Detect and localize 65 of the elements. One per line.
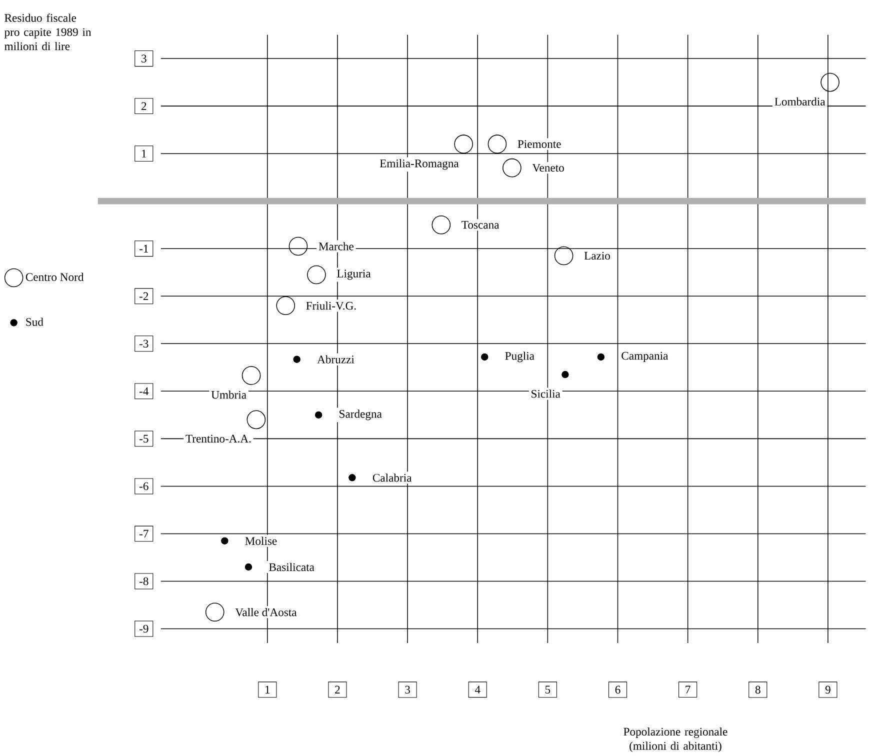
point [432,215,451,234]
y-tick-label: -4 [139,387,149,395]
point [293,356,300,363]
point [562,370,569,378]
y-tick-label: -3 [139,340,148,348]
point [288,236,308,256]
annotation: Puglia [505,351,534,362]
annotation: Lombardia [774,97,826,106]
point [246,410,266,429]
x-tick-label: 7 [686,686,690,694]
x-tick-label: 3 [405,686,410,694]
annotation: Lazio [584,252,610,260]
x-tick-label: 2 [335,686,340,694]
annotation: Marche [318,242,354,250]
y-tick-label: -5 [139,434,148,442]
point [348,474,356,482]
x-tick-label: 5 [545,686,550,694]
point [454,134,474,154]
y-tick-label: 2 [142,102,146,110]
annotation: Calabria [372,473,412,482]
point [307,265,326,284]
point [488,134,507,154]
y-tick-label: 3 [142,54,146,62]
annotation: Liguria [337,269,371,280]
x-axis-title: Popolazione regionale (milioni di abitanti) [624,727,728,752]
point [554,246,574,265]
annotation: Friuli-V.G. [306,301,356,310]
legend-label: Centro Nord [26,272,84,281]
annotation: Sicilia [532,389,560,398]
point [276,296,296,315]
point [481,353,488,360]
y-tick-label: -6 [139,482,148,490]
annotation: Basilicata [269,562,314,571]
annotation: Campania [622,352,668,362]
x-tick-label: 4 [474,686,480,694]
y-axis-title: Residuo fiscale pro capite 1989 in milioni di lire [4,13,92,50]
y-tick-label: -2 [139,292,148,300]
y-tick-label: -8 [139,577,148,585]
x-tick-label: 9 [825,686,830,694]
y-tick-label: -1 [139,244,148,252]
annotation: Trentino-A.A. [186,434,251,442]
point [820,72,840,92]
point [314,411,322,418]
annotation: Molise [245,536,277,545]
annotation: Veneto [532,164,564,172]
legend-label: Sud [26,318,44,326]
point [597,353,605,360]
x-tick-label: 6 [615,686,620,694]
annotation: Umbria [211,390,246,399]
point [221,537,228,544]
x-tick-label: 1 [266,686,270,694]
annotation: Sardegna [340,409,382,420]
point [244,563,252,570]
point [242,366,261,385]
annotation: Piemonte [518,140,561,148]
point [502,158,522,178]
y-tick-label: -9 [139,624,148,632]
y-tick-label: -7 [139,530,148,538]
x-tick-label: 8 [755,686,760,694]
y-tick-label: 1 [142,150,146,158]
annotation: Valle d'Aosta [235,608,297,616]
annotation: Emilia-Romagna [380,158,459,170]
annotation: Toscana [462,220,500,229]
annotation: Abruzzi [317,355,354,364]
point [205,602,224,622]
